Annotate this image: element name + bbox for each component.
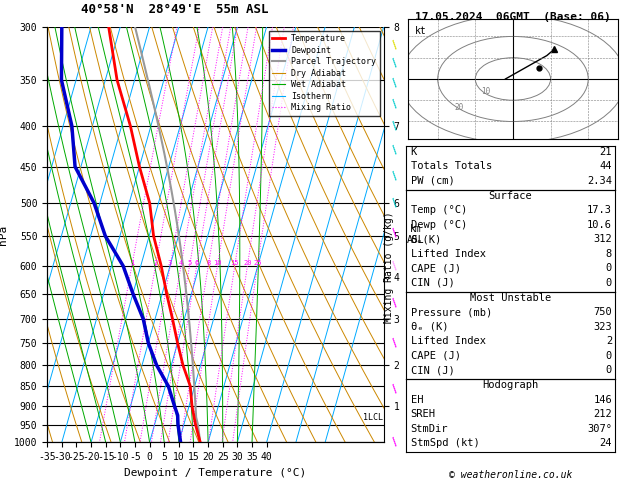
Text: Pressure (mb): Pressure (mb) (411, 307, 492, 317)
Text: StmSpd (kt): StmSpd (kt) (411, 438, 479, 449)
Text: 323: 323 (593, 322, 612, 332)
Text: /: / (389, 98, 401, 110)
Text: /: / (389, 436, 401, 448)
Text: 40°58'N  28°49'E  55m ASL: 40°58'N 28°49'E 55m ASL (81, 3, 269, 17)
Text: Totals Totals: Totals Totals (411, 161, 492, 172)
Text: /: / (389, 383, 401, 395)
Text: 3: 3 (168, 260, 172, 266)
Text: © weatheronline.co.uk: © weatheronline.co.uk (448, 470, 572, 480)
Text: 750: 750 (593, 307, 612, 317)
Text: 5: 5 (187, 260, 192, 266)
Text: StmDir: StmDir (411, 424, 448, 434)
Text: 307°: 307° (587, 424, 612, 434)
Text: Temp (°C): Temp (°C) (411, 205, 467, 215)
Text: θₑ(K): θₑ(K) (411, 234, 442, 244)
Text: /: / (389, 227, 401, 239)
Text: 2: 2 (606, 336, 612, 347)
Text: CAPE (J): CAPE (J) (411, 351, 460, 361)
Text: 146: 146 (593, 395, 612, 405)
Text: kt: kt (415, 26, 427, 36)
Text: Most Unstable: Most Unstable (470, 293, 551, 303)
Text: K: K (411, 147, 417, 157)
Text: 15: 15 (230, 260, 239, 266)
Text: 212: 212 (593, 409, 612, 419)
Legend: Temperature, Dewpoint, Parcel Trajectory, Dry Adiabat, Wet Adiabat, Isotherm, Mi: Temperature, Dewpoint, Parcel Trajectory… (269, 31, 379, 116)
Y-axis label: hPa: hPa (0, 225, 8, 244)
Text: Lifted Index: Lifted Index (411, 249, 486, 259)
Text: Surface: Surface (489, 191, 532, 201)
Text: CIN (J): CIN (J) (411, 278, 455, 288)
Text: /: / (389, 170, 401, 181)
Text: 312: 312 (593, 234, 612, 244)
Text: /: / (389, 197, 401, 209)
Text: 1: 1 (130, 260, 134, 266)
Text: 2: 2 (153, 260, 158, 266)
X-axis label: Dewpoint / Temperature (°C): Dewpoint / Temperature (°C) (125, 468, 306, 478)
Text: 0: 0 (606, 365, 612, 376)
Text: 8: 8 (606, 249, 612, 259)
Text: 8: 8 (206, 260, 210, 266)
Text: 17.3: 17.3 (587, 205, 612, 215)
Text: 44: 44 (599, 161, 612, 172)
Text: 1LCL: 1LCL (363, 413, 383, 422)
Text: 0: 0 (606, 351, 612, 361)
Text: Lifted Index: Lifted Index (411, 336, 486, 347)
Text: /: / (389, 38, 401, 51)
Text: /: / (389, 57, 401, 69)
Text: CIN (J): CIN (J) (411, 365, 455, 376)
Text: Dewp (°C): Dewp (°C) (411, 220, 467, 230)
Text: 17.05.2024  06GMT  (Base: 06): 17.05.2024 06GMT (Base: 06) (415, 12, 611, 22)
Text: /: / (389, 296, 401, 308)
Text: EH: EH (411, 395, 423, 405)
Text: θₑ (K): θₑ (K) (411, 322, 448, 332)
Text: 10: 10 (481, 87, 491, 96)
Text: SREH: SREH (411, 409, 436, 419)
Text: 0: 0 (606, 278, 612, 288)
Text: PW (cm): PW (cm) (411, 176, 455, 186)
Text: /: / (389, 120, 401, 132)
Text: Hodograph: Hodograph (482, 380, 538, 390)
Text: 6: 6 (194, 260, 199, 266)
Text: Mixing Ratio (g/kg): Mixing Ratio (g/kg) (384, 211, 394, 323)
Text: 20: 20 (454, 103, 464, 112)
Text: 21: 21 (599, 147, 612, 157)
Text: /: / (389, 260, 401, 272)
Text: 0: 0 (606, 263, 612, 274)
Text: 24: 24 (599, 438, 612, 449)
Text: 20: 20 (243, 260, 252, 266)
Text: 4: 4 (179, 260, 183, 266)
Text: /: / (389, 144, 401, 156)
Text: 2.34: 2.34 (587, 176, 612, 186)
Text: 10.6: 10.6 (587, 220, 612, 230)
Text: 10: 10 (213, 260, 221, 266)
Text: /: / (389, 337, 401, 349)
Y-axis label: km
ASL: km ASL (407, 224, 425, 245)
Text: /: / (389, 77, 401, 89)
Text: CAPE (J): CAPE (J) (411, 263, 460, 274)
Text: 25: 25 (253, 260, 262, 266)
